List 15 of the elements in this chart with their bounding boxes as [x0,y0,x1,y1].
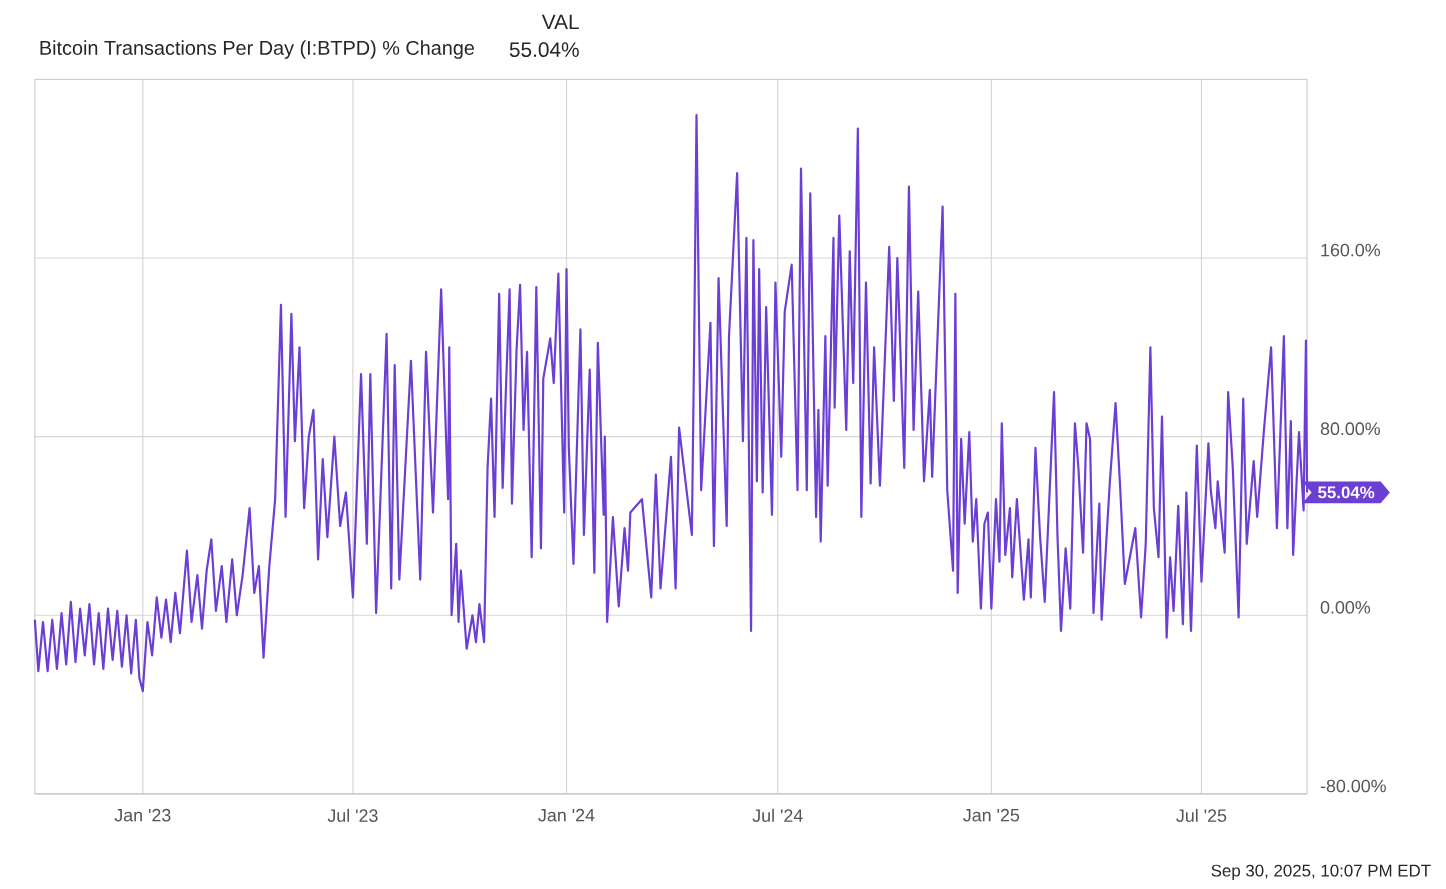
x-tick-label: Jan '25 [963,808,1020,822]
x-tick-label: Jul '23 [327,808,378,822]
x-tick-label: Jan '23 [114,808,171,822]
text: VAL [541,14,579,29]
text: 55.04% [509,42,579,57]
text: Sep 30, 2025, 10:07 PM EDT [1211,864,1431,880]
y-tick-label: 0.00% [1320,600,1371,614]
chart-title: Bitcoin Transactions Per Day (I:BTPD) % Change [40,40,475,59]
y-tick-label: 160.0% [1321,243,1380,257]
x-tick-label: Jul '24 [752,808,803,822]
x-tick-label: Jul '25 [1176,808,1227,822]
y-tick-label: 80.00% [1320,422,1380,435]
annotation: 55.04% [1318,486,1375,499]
x-tick-label: Jan '24 [538,808,595,822]
y-tick-label: -80.00% [1320,779,1386,793]
